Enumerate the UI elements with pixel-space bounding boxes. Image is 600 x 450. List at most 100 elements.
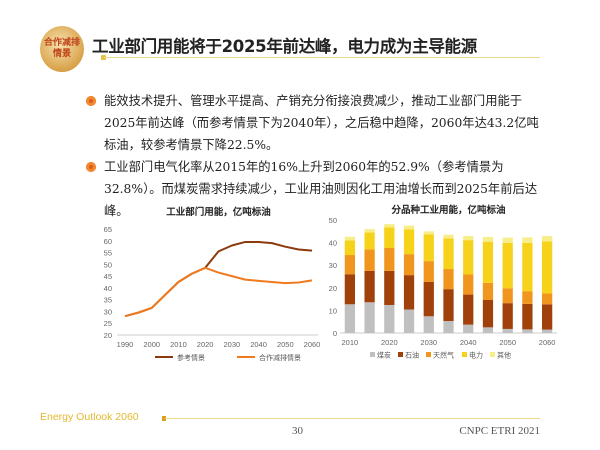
- x-tick-label: 1990: [117, 340, 134, 349]
- y-tick-label: 65: [104, 225, 112, 234]
- x-tick-label: 2050: [499, 338, 516, 347]
- y-tick-label: 10: [329, 306, 337, 315]
- bar-segment: [364, 270, 375, 303]
- bar-segment: [344, 236, 355, 241]
- bar-segment: [344, 304, 355, 333]
- y-tick-label: 45: [104, 272, 112, 281]
- bar-segment: [463, 274, 474, 295]
- bullet-item: 能效技术提升、管理水平提高、产销充分衔接浪费减少，推动工业部门用能于2025年前…: [86, 90, 546, 156]
- bar-segment: [502, 303, 513, 329]
- bullet-text: 能效技术提升、管理水平提高、产销充分衔接浪费减少，推动工业部门用能于2025年前…: [104, 94, 539, 152]
- footer-line-dot: [162, 416, 166, 421]
- bar-segment: [463, 236, 474, 241]
- chart-title: 分品种工业用能，亿吨标油: [391, 204, 505, 216]
- bar-segment: [443, 321, 454, 333]
- logo-text-1: 合作减排: [43, 38, 80, 48]
- legend-swatch: [426, 352, 431, 357]
- legend-label: 石油: [405, 351, 419, 360]
- bar-segment: [482, 327, 494, 333]
- bar-segment: [403, 225, 415, 230]
- legend-swatch: [490, 352, 495, 357]
- footer-line: [165, 418, 540, 419]
- series-line-2: [124, 266, 313, 318]
- x-tick-label: 2020: [197, 340, 214, 349]
- x-tick-label: 2060: [304, 340, 321, 349]
- bar-segment: [482, 300, 494, 328]
- legend-label: 电力: [469, 351, 483, 360]
- x-tick-label: 2010: [342, 338, 359, 347]
- footer-org: CNPC ETRI 2021: [459, 425, 540, 437]
- bar-segment: [423, 261, 434, 282]
- title-underline: [104, 57, 540, 58]
- bar-segment: [384, 227, 395, 249]
- bar-segment: [364, 302, 375, 333]
- x-tick-label: 2030: [224, 340, 241, 349]
- footer-brand: Energy Outlook 2060: [40, 411, 139, 423]
- bar-segment: [344, 240, 355, 256]
- y-tick-label: 25: [104, 319, 112, 328]
- bar-segment: [482, 236, 494, 242]
- x-tick-label: 2060: [539, 338, 556, 347]
- bar-segment: [502, 242, 513, 289]
- legend-label: 合作减排情景: [259, 353, 301, 362]
- y-tick-label: 40: [104, 284, 112, 293]
- bar-segment: [542, 241, 553, 294]
- y-tick-label: 30: [104, 307, 112, 316]
- bar-segment: [463, 240, 474, 275]
- bar-segment: [542, 236, 553, 242]
- bar-segment: [364, 229, 375, 233]
- series-line-1: [124, 240, 313, 318]
- bar-segment: [344, 255, 355, 275]
- bullet-list: 能效技术提升、管理水平提高、产销充分衔接浪费减少，推动工业部门用能于2025年前…: [86, 90, 546, 222]
- bar-segment: [423, 234, 434, 262]
- y-tick-label: 60: [104, 237, 112, 246]
- page-number: 30: [292, 425, 303, 437]
- bar-segment: [502, 328, 513, 333]
- bullet-item: 工业部门电气化率从2015年的16%上升到2060年的52.9%（参考情景为32…: [86, 156, 546, 222]
- bar-segment: [423, 231, 434, 235]
- bar-segment: [463, 294, 474, 325]
- bar-segment: [384, 224, 395, 228]
- y-tick-label: 50: [329, 216, 337, 225]
- bar-segment: [522, 242, 533, 292]
- bar-segment: [522, 329, 533, 333]
- bar-segment: [423, 281, 434, 317]
- title-underline-dot: [101, 55, 106, 60]
- bar-segment: [403, 275, 415, 310]
- bar-segment: [502, 288, 513, 304]
- bar-segment: [443, 234, 454, 239]
- y-tick-label: 20: [104, 331, 112, 340]
- y-tick-label: 40: [329, 239, 337, 248]
- chart-title: 工业部门用能，亿吨标油: [166, 206, 271, 218]
- legend-label: 煤炭: [377, 351, 391, 360]
- bar-segment: [502, 237, 513, 243]
- bar-segment: [423, 316, 434, 333]
- bar-segment: [364, 249, 375, 271]
- y-tick-label: 50: [104, 260, 112, 269]
- bar-segment: [443, 289, 454, 322]
- bar-segment: [384, 248, 395, 271]
- y-tick-label: 20: [329, 284, 337, 293]
- bar-segment: [542, 329, 553, 333]
- legend-swatch: [370, 352, 375, 357]
- bar-segment: [522, 291, 533, 304]
- x-tick-label: 2040: [460, 338, 477, 347]
- logo-text-2: 情景: [52, 49, 71, 59]
- logo: 合作减排 情景: [40, 26, 84, 72]
- bar-segment: [443, 238, 454, 270]
- bullet-text: 工业部门电气化率从2015年的16%上升到2060年的52.9%（参考情景为32…: [104, 160, 538, 218]
- bar-segment: [403, 309, 415, 333]
- legend-swatch: [398, 352, 403, 357]
- bar-segment: [482, 282, 494, 301]
- bullet-icon: [86, 162, 96, 172]
- legend-label: 参考情景: [177, 353, 205, 362]
- bar-segment: [364, 232, 375, 250]
- bar-segment: [344, 274, 355, 305]
- page-title: 工业部门用能将于2025年前达峰，电力成为主导能源: [92, 37, 477, 56]
- y-tick-label: 0: [333, 329, 337, 338]
- x-tick-label: 2000: [143, 340, 160, 349]
- line-chart: 工业部门用能，亿吨标油 20 25 30 35 40 45 50 55 60 65 1990 2000 2…: [104, 206, 321, 362]
- bar-segment: [522, 303, 533, 330]
- legend-label: 天然气: [433, 351, 454, 360]
